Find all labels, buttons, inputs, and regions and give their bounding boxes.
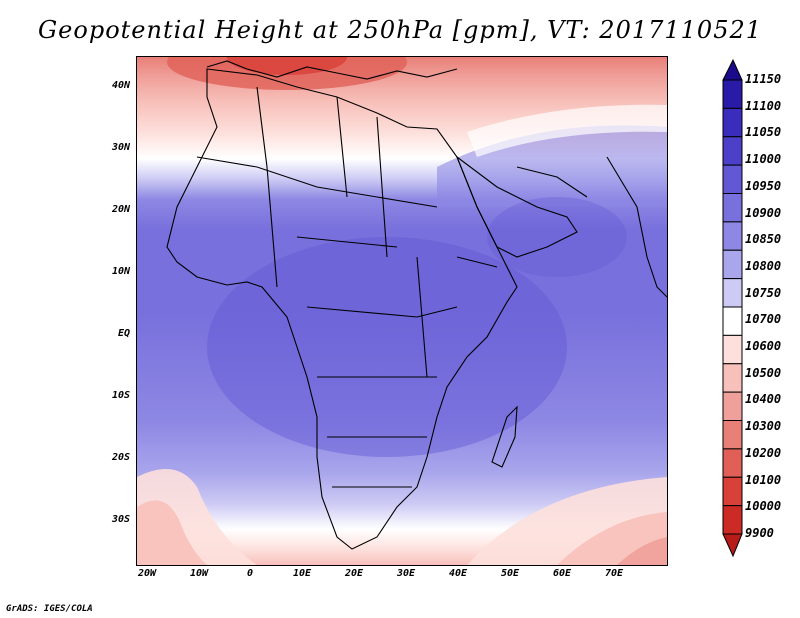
- lon-label: 60E: [552, 568, 572, 579]
- colorbar-label: 10850: [745, 232, 782, 247]
- colorbar-label: 10200: [745, 445, 782, 460]
- colorbar-swatch: [722, 334, 743, 365]
- lon-label: 0: [246, 568, 254, 579]
- lon-label: 20E: [344, 568, 364, 579]
- colorbar-label: 10800: [745, 258, 782, 273]
- lat-label: 20N: [111, 204, 130, 215]
- colorbar-swatch: [722, 136, 743, 166]
- colorbar-label: 10000: [745, 499, 782, 514]
- map-panel[interactable]: [136, 56, 668, 566]
- colorbar-label: 10600: [745, 339, 782, 354]
- colorbar-swatch: [722, 164, 743, 194]
- colorbar-swatch: [722, 107, 743, 138]
- colorbar-swatch: [722, 505, 743, 535]
- colorbar-label: 10400: [745, 392, 782, 407]
- colorbar-swatch: [722, 221, 743, 251]
- lat-label: 10S: [111, 390, 130, 401]
- colorbar-label: 10700: [745, 312, 782, 327]
- colorbar-swatch: [722, 391, 743, 421]
- colorbar-label: 10500: [745, 365, 782, 380]
- lat-label: 40N: [111, 80, 130, 91]
- colorbar-label: 10900: [745, 205, 782, 220]
- colorbar-label: 10950: [745, 178, 782, 193]
- colorbar-swatch: [722, 193, 743, 223]
- colorbar-label: 9900: [745, 526, 774, 540]
- colorbar-label: 10750: [745, 285, 782, 300]
- lat-label: 30N: [111, 142, 130, 153]
- colorbar-bottom-arrow: [722, 533, 743, 558]
- lon-label: 10W: [189, 568, 209, 579]
- lat-label: 10N: [111, 266, 130, 277]
- colorbar-swatch: [722, 278, 743, 308]
- colorbar-label: 10100: [745, 472, 782, 487]
- colorbar-swatch: [722, 363, 743, 393]
- map-title: Geopotential Height at 250hPa [gpm], VT:…: [38, 16, 762, 44]
- colorbar-label: 11050: [745, 125, 782, 140]
- colorbar-swatch: [722, 249, 743, 280]
- contour-map: [137, 57, 667, 565]
- colorbar-swatch: [722, 420, 743, 450]
- colorbar-label: 11100: [745, 98, 782, 113]
- colorbar-swatch: [722, 306, 743, 336]
- credit-text: GrADS: IGES/COLA: [6, 604, 93, 614]
- colorbar-label: 10300: [745, 419, 782, 434]
- colorbar-top-arrow: [722, 58, 743, 81]
- colorbar-swatch: [722, 448, 743, 478]
- lon-label: 30E: [396, 568, 416, 579]
- lon-label: 70E: [604, 568, 624, 579]
- lon-label: 10E: [292, 568, 312, 579]
- colorbar-swatch: [722, 79, 743, 109]
- colorbar: [722, 58, 743, 558]
- lon-label: 50E: [500, 568, 520, 579]
- lat-label: 20S: [111, 452, 130, 463]
- high-height-core: [207, 237, 567, 457]
- lon-label: 20W: [137, 568, 157, 579]
- lon-label: 40E: [448, 568, 468, 579]
- colorbar-label: 11150: [745, 72, 782, 86]
- colorbar-label: 11000: [745, 152, 782, 167]
- colorbar-swatch: [722, 476, 743, 507]
- coastlines: [166, 60, 667, 550]
- lat-label: 30S: [111, 514, 130, 525]
- lat-label: EQ: [117, 328, 130, 339]
